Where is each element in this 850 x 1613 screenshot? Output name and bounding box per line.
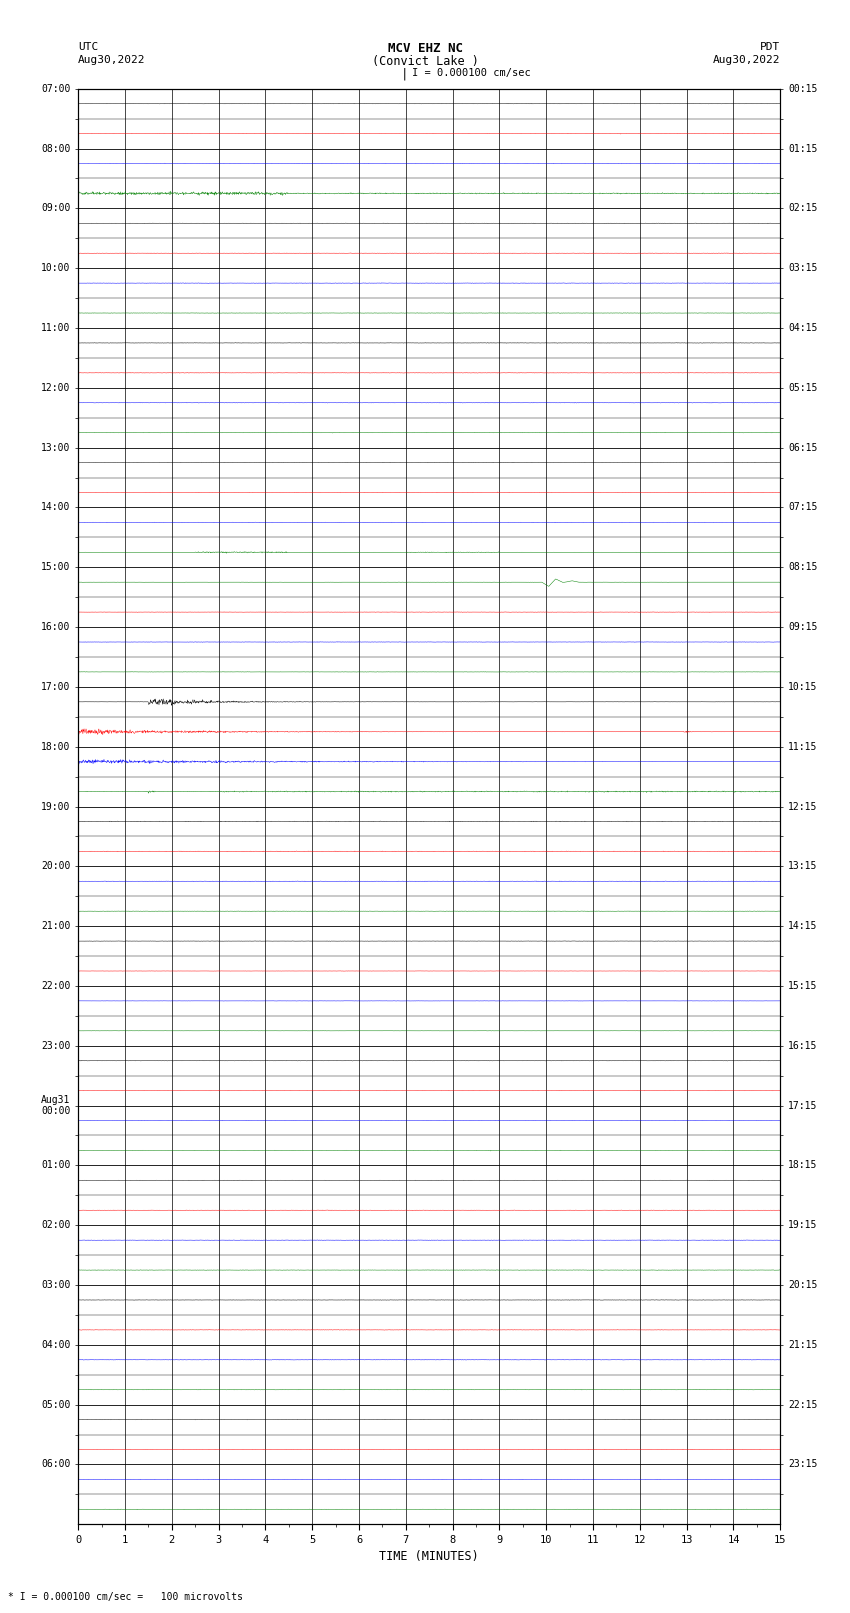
Text: (Convict Lake ): (Convict Lake ): [371, 55, 479, 68]
X-axis label: TIME (MINUTES): TIME (MINUTES): [379, 1550, 479, 1563]
Text: I = 0.000100 cm/sec: I = 0.000100 cm/sec: [412, 68, 531, 77]
Text: PDT: PDT: [760, 42, 780, 52]
Text: MCV EHZ NC: MCV EHZ NC: [388, 42, 462, 55]
Text: * I = 0.000100 cm/sec =   100 microvolts: * I = 0.000100 cm/sec = 100 microvolts: [8, 1592, 243, 1602]
Text: Aug30,2022: Aug30,2022: [713, 55, 780, 65]
Text: UTC: UTC: [78, 42, 99, 52]
Text: |: |: [401, 68, 408, 81]
Text: Aug30,2022: Aug30,2022: [78, 55, 145, 65]
